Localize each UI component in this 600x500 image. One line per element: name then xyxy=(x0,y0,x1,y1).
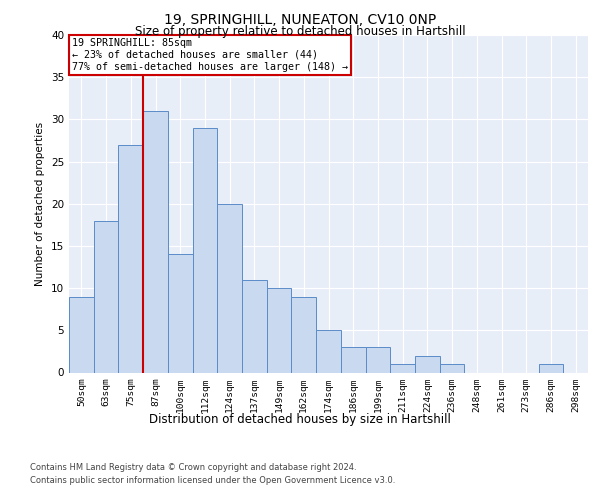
Bar xyxy=(217,204,242,372)
Bar xyxy=(143,111,168,372)
Text: Contains public sector information licensed under the Open Government Licence v3: Contains public sector information licen… xyxy=(30,476,395,485)
Bar xyxy=(316,330,341,372)
Bar xyxy=(440,364,464,372)
Bar xyxy=(242,280,267,372)
Y-axis label: Number of detached properties: Number of detached properties xyxy=(35,122,46,286)
Bar xyxy=(292,296,316,372)
Text: Contains HM Land Registry data © Crown copyright and database right 2024.: Contains HM Land Registry data © Crown c… xyxy=(30,462,356,471)
Text: 19 SPRINGHILL: 85sqm
← 23% of detached houses are smaller (44)
77% of semi-detac: 19 SPRINGHILL: 85sqm ← 23% of detached h… xyxy=(71,38,347,72)
Bar xyxy=(365,347,390,372)
Bar xyxy=(69,296,94,372)
Bar xyxy=(118,144,143,372)
Text: Distribution of detached houses by size in Hartshill: Distribution of detached houses by size … xyxy=(149,412,451,426)
Bar xyxy=(390,364,415,372)
Text: 19, SPRINGHILL, NUNEATON, CV10 0NP: 19, SPRINGHILL, NUNEATON, CV10 0NP xyxy=(164,12,436,26)
Bar xyxy=(168,254,193,372)
Bar xyxy=(94,220,118,372)
Text: Size of property relative to detached houses in Hartshill: Size of property relative to detached ho… xyxy=(134,25,466,38)
Bar xyxy=(539,364,563,372)
Bar xyxy=(341,347,365,372)
Bar xyxy=(267,288,292,372)
Bar xyxy=(415,356,440,372)
Bar xyxy=(193,128,217,372)
